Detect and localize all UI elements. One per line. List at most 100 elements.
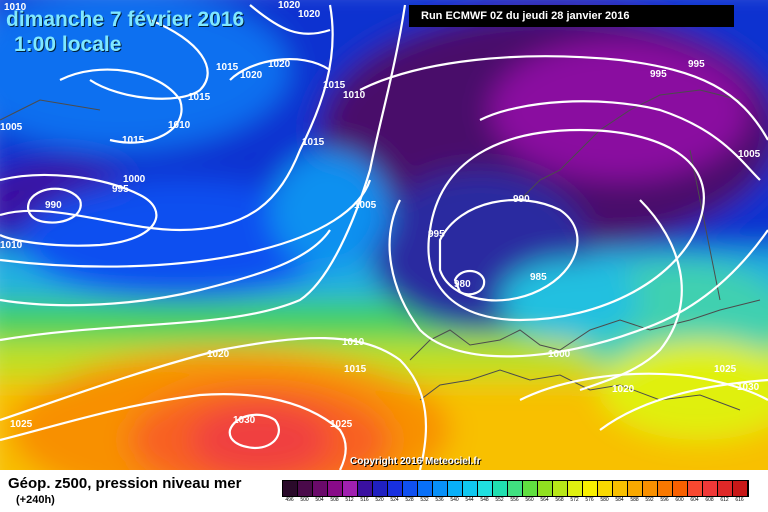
color-scale-label: 592 — [645, 497, 654, 503]
isobar-label: 1010 — [168, 120, 191, 131]
isobar-label: 1030 — [233, 415, 256, 426]
isobar-label: 1010 — [342, 337, 365, 348]
color-scale-cell — [628, 481, 643, 496]
lead-time: (+240h) — [16, 494, 55, 506]
isobar-label: 995 — [428, 229, 445, 240]
color-scale-label: 536 — [435, 497, 444, 503]
color-scale-cell — [373, 481, 388, 496]
isobar-label: 1030 — [737, 382, 760, 393]
isobar-label: 1010 — [4, 2, 27, 13]
copyright-text: Copyright 2016 Meteociel.fr — [350, 456, 481, 467]
isobar-label: 1015 — [122, 135, 145, 146]
isobar-label: 990 — [45, 200, 62, 211]
color-scale-label: 612 — [720, 497, 729, 503]
isobar-labels: 1010 1020 1020 1015 1020 1020 1015 1010 … — [0, 0, 761, 430]
isobar-label: 1015 — [302, 137, 325, 148]
color-scale-label: 552 — [495, 497, 504, 503]
isobar-label: 1025 — [714, 364, 737, 375]
color-scale-labels: 496 500 504 508 512 516 520 524 528 532 536 540 544 5… — [282, 497, 747, 503]
isobar-label: 1005 — [0, 122, 23, 133]
isobar-label: 1020 — [268, 59, 291, 70]
forecast-date: dimanche 7 février 2016 — [6, 8, 245, 31]
isobar-label: 1020 — [207, 349, 230, 360]
color-scale-label: 504 — [315, 497, 324, 503]
isobar-label: 1025 — [10, 419, 33, 430]
color-scale-label: 560 — [525, 497, 534, 503]
color-scale-label: 532 — [420, 497, 429, 503]
color-scale-cell — [508, 481, 523, 496]
color-scale-cell — [568, 481, 583, 496]
color-scale-cell — [298, 481, 313, 496]
run-info-text: Run ECMWF 0Z du jeudi 28 janvier 2016 — [421, 10, 630, 22]
isobar-label: 1020 — [278, 0, 301, 11]
color-scale-label: 508 — [330, 497, 339, 503]
color-scale-cell — [613, 481, 628, 496]
color-scale-label: 584 — [615, 497, 624, 503]
color-scale-label: 516 — [360, 497, 369, 503]
color-scale-label: 564 — [540, 497, 549, 503]
color-scale-label: 524 — [390, 497, 399, 503]
isobar-label: 1020 — [298, 9, 321, 20]
color-scale-cell — [418, 481, 433, 496]
isobar-label: 995 — [650, 69, 667, 80]
color-scale-cell — [493, 481, 508, 496]
isobars — [0, 4, 768, 470]
color-scale-label: 512 — [345, 497, 354, 503]
isobar-label: 995 — [112, 184, 129, 195]
isobar-label: 1005 — [738, 149, 761, 160]
color-scale-label: 580 — [600, 497, 609, 503]
color-scale-cell — [658, 481, 673, 496]
isobar-label: 1020 — [612, 384, 635, 395]
color-scale-label: 608 — [705, 497, 714, 503]
color-scale-cell — [643, 481, 658, 496]
color-scale-label: 520 — [375, 497, 384, 503]
color-scale-label: 588 — [630, 497, 639, 503]
isobar-label: 1025 — [330, 419, 353, 430]
map-canvas: 1010 1020 1020 1015 1020 1020 1015 1010 … — [0, 0, 768, 470]
color-scale-label: 600 — [675, 497, 684, 503]
color-scale-cell — [673, 481, 688, 496]
color-scale-cell — [403, 481, 418, 496]
color-scale-cell — [538, 481, 553, 496]
isobar-label: 1015 — [344, 364, 367, 375]
isobar-label: 995 — [688, 59, 705, 70]
isobar-label: 1000 — [123, 174, 146, 185]
isobar-label: 1005 — [354, 200, 377, 211]
color-scale-cell — [583, 481, 598, 496]
map-title: Géop. z500, pression niveau mer — [8, 475, 242, 492]
isobar-label: 1010 — [343, 90, 366, 101]
color-scale-label: 544 — [465, 497, 474, 503]
isobar-label: 1000 — [548, 349, 571, 360]
isobar-label: 1015 — [188, 92, 211, 103]
run-info-box: Run ECMWF 0Z du jeudi 28 janvier 2016 — [409, 5, 734, 27]
weather-map: 1010 1020 1020 1015 1020 1020 1015 1010 … — [0, 0, 768, 470]
color-scale-label: 540 — [450, 497, 459, 503]
color-scale-label: 556 — [510, 497, 519, 503]
color-scale — [282, 480, 749, 497]
color-scale-cell — [703, 481, 718, 496]
isobar-label: 1010 — [0, 240, 23, 251]
color-scale-cell — [688, 481, 703, 496]
isobar-label: 1015 — [323, 80, 346, 91]
color-scale-label: 576 — [585, 497, 594, 503]
color-scale-label: 596 — [660, 497, 669, 503]
isobar-label: 980 — [454, 279, 471, 290]
color-scale-cell — [448, 481, 463, 496]
color-scale-label: 616 — [735, 497, 744, 503]
isobar-label: 985 — [530, 272, 547, 283]
color-scale-cell — [733, 481, 748, 496]
isobar-label: 990 — [513, 194, 530, 205]
color-scale-cell — [478, 481, 493, 496]
color-scale-label: 548 — [480, 497, 489, 503]
color-scale-label: 500 — [300, 497, 309, 503]
forecast-time: 1:00 locale — [14, 33, 122, 56]
color-scale-cell — [328, 481, 343, 496]
color-scale-cell — [523, 481, 538, 496]
color-scale-cell — [433, 481, 448, 496]
color-scale-cell — [313, 481, 328, 496]
isobar-label: 1020 — [240, 70, 263, 81]
color-scale-cell — [343, 481, 358, 496]
isobar-label: 1015 — [216, 62, 239, 73]
color-scale-label: 604 — [690, 497, 699, 503]
color-scale-label: 496 — [285, 497, 294, 503]
